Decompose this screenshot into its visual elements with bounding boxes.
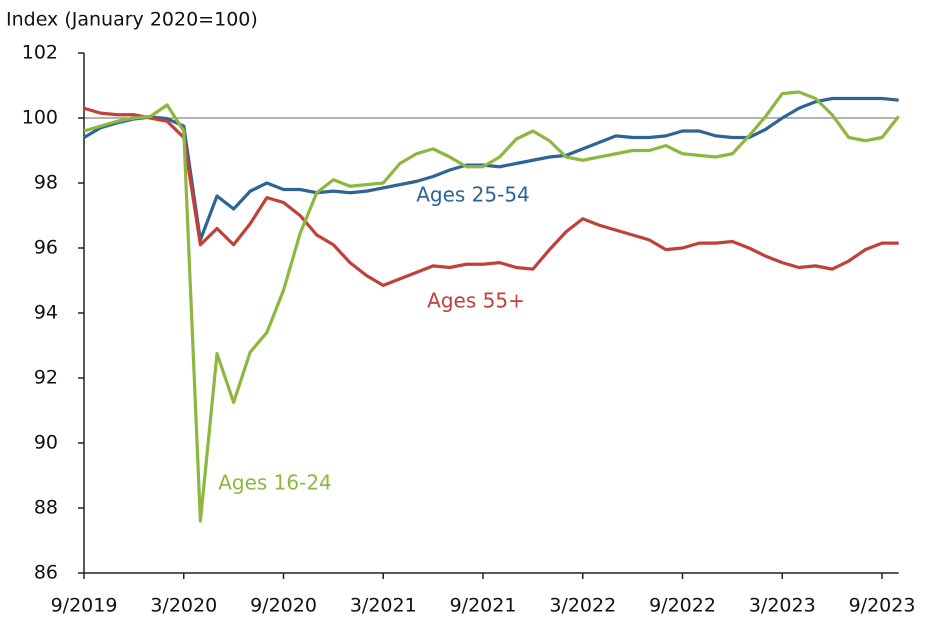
y-tick-label: 86 [34, 562, 58, 584]
series-line [83, 90, 900, 523]
series-label: Ages 16-24 [218, 471, 332, 495]
y-tick-label: 100 [22, 107, 58, 129]
x-tick-label: 3/2020 [150, 595, 217, 617]
y-axis-title: Index (January 2020=100) [6, 9, 258, 31]
series-label: Ages 25-54 [416, 183, 530, 207]
x-tick-label: 9/2022 [649, 595, 716, 617]
x-tick-label: 9/2023 [849, 595, 916, 617]
series-line [83, 96, 899, 242]
x-tick-label: 3/2021 [350, 595, 417, 617]
x-tick-label: 9/2020 [250, 595, 317, 617]
y-tick-label: 94 [34, 302, 58, 324]
x-tick-label: 9/2021 [450, 595, 517, 617]
y-tick-label: 92 [34, 367, 58, 389]
y-tick-label: 88 [34, 497, 58, 519]
x-tick-label: 3/2022 [549, 595, 616, 617]
series-label: Ages 55+ [427, 289, 525, 313]
y-tick-label: 96 [34, 237, 58, 259]
series-line [83, 106, 899, 287]
y-tick-label: 98 [34, 172, 58, 194]
y-tick-label: 102 [22, 42, 58, 64]
y-tick-label: 90 [34, 432, 58, 454]
x-tick-label: 9/2019 [51, 595, 118, 617]
x-tick-label: 3/2023 [749, 595, 816, 617]
